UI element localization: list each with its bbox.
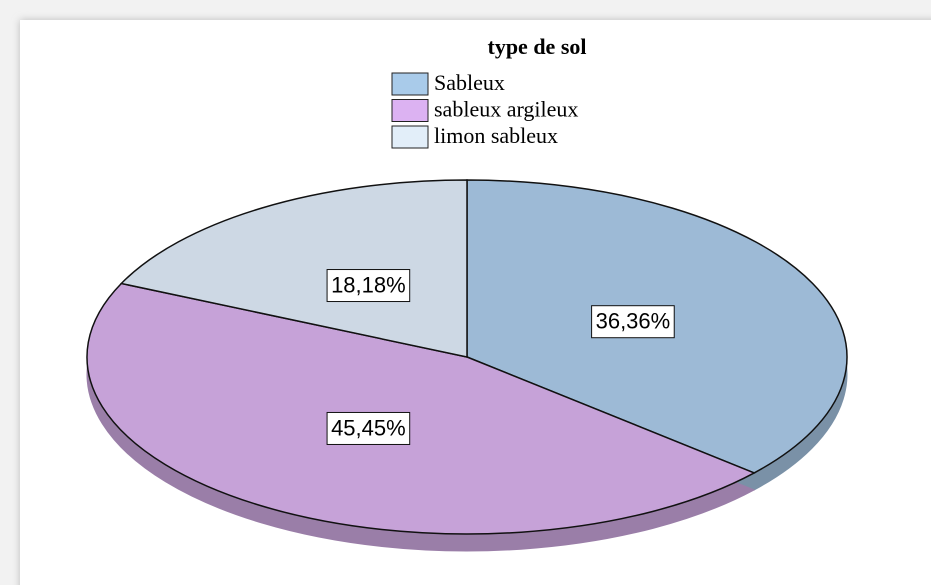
value-label: 45,45% (331, 415, 406, 440)
legend-swatch (391, 99, 429, 122)
value-label-box (326, 269, 411, 303)
pie (86, 179, 848, 552)
value-label-box (326, 411, 411, 445)
legend-title: type de sol (488, 34, 587, 59)
legend-label: Sableux (434, 70, 505, 95)
legend-label: limon sableux (434, 123, 558, 148)
value-label: 18,18% (331, 272, 406, 297)
slice (119, 179, 468, 358)
legend-swatch (391, 72, 429, 96)
value-labels: 36,36% 45,45% 18,18% (326, 269, 675, 445)
value-label: 36,36% (596, 309, 671, 334)
value-label-box (591, 305, 675, 339)
slice (86, 282, 756, 535)
legend-swatch (391, 125, 429, 149)
legend-label: sableux argileux (434, 97, 578, 122)
